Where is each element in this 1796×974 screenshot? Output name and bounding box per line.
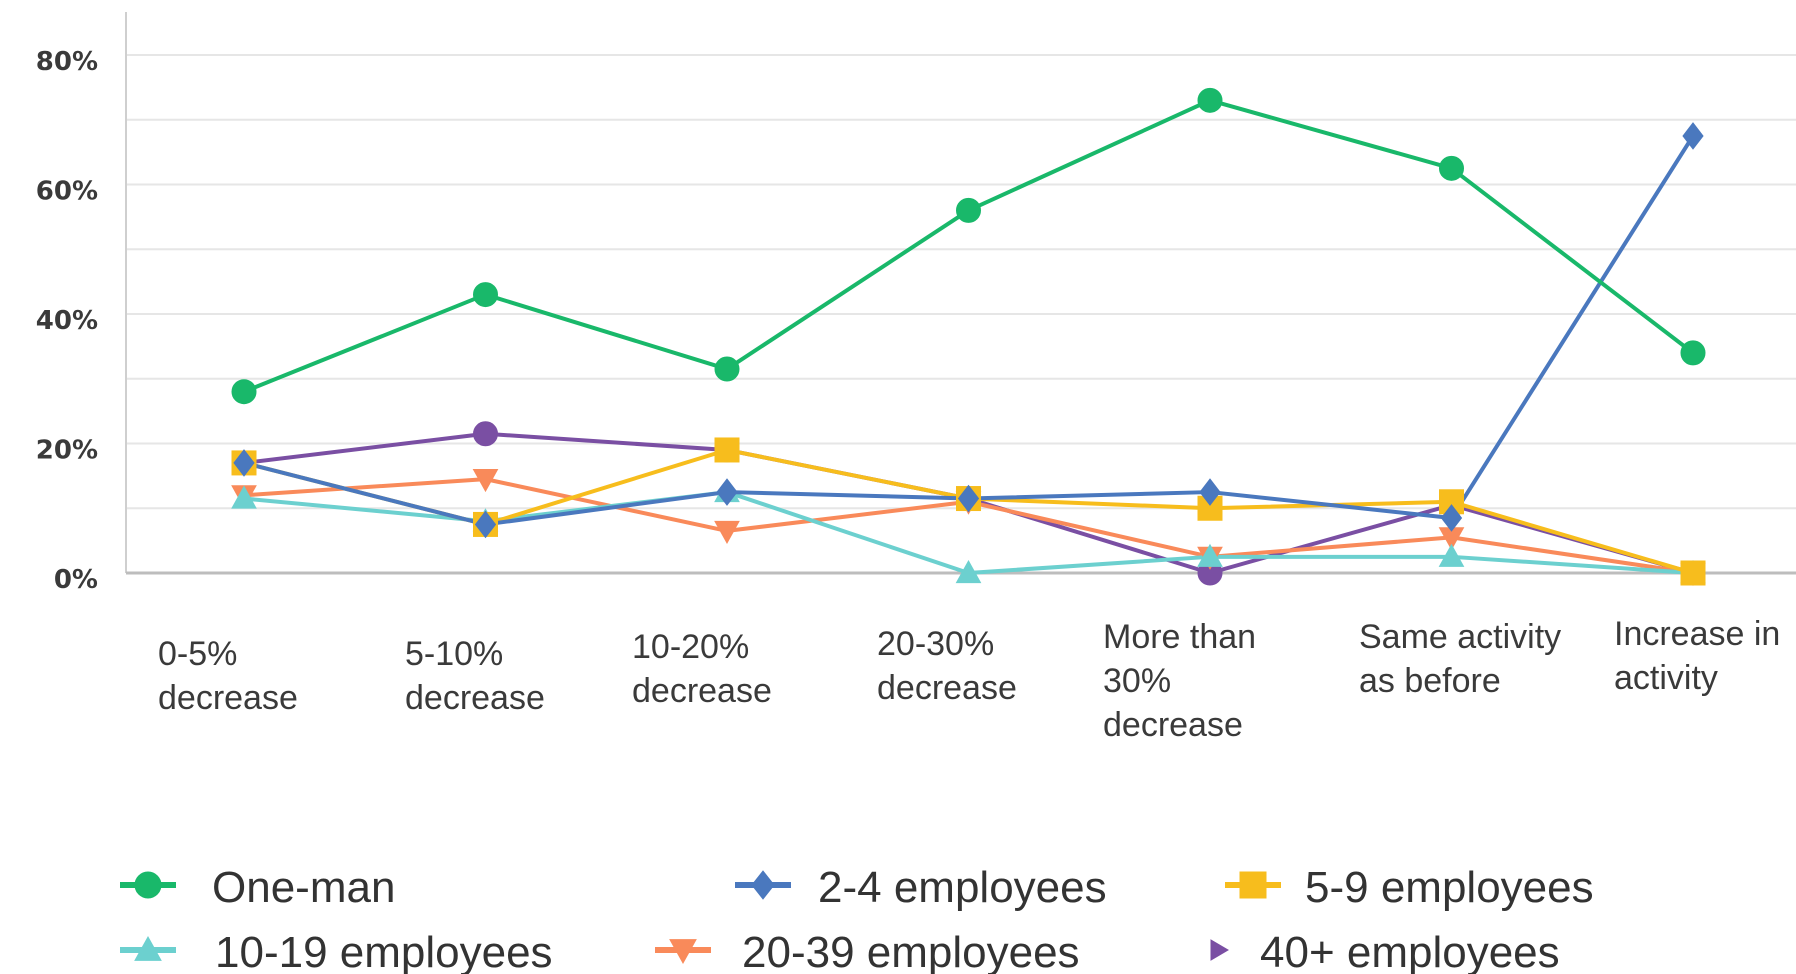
legend-swatch-marker [134,871,162,899]
x-tick-label: Increase in activity [1614,615,1780,697]
legend-label: 10-19 employees [215,928,553,974]
y-tick-label: 60% [36,177,98,207]
data-point [474,510,497,539]
data-point [957,484,980,513]
legend-label: 2-4 employees [818,863,1107,912]
data-point [231,485,257,509]
data-point [716,478,738,506]
data-point [1438,543,1465,567]
data-point [472,469,499,493]
legend-item: 10-19 employees [120,928,553,974]
legend-item: One-man [120,863,395,912]
y-axis-tick-labels: 0% 20% 40% 60% 80% [36,47,98,595]
data-point [231,379,257,405]
legend-swatch-marker [134,935,162,961]
data-point [714,356,740,382]
data-point [714,520,740,544]
data-point [1440,504,1463,532]
data-point [1682,122,1704,150]
y-tick-label: 40% [36,306,98,336]
legend-label: 40+ employees [1260,928,1560,974]
x-tick-label: 20-30% decrease [877,625,1017,707]
x-tick-label: Same activity as before [1359,618,1561,700]
grid-lines [126,54,1796,510]
data-point [956,197,981,223]
legend-item: 2-4 employees [735,863,1107,912]
x-axis-tick-labels: 0-5% decrease 5-10% decrease 10-20% decrease 2… [158,615,1780,744]
data-point [1197,543,1223,567]
x-tick-label: More than 30% decrease [1103,618,1256,744]
data-point [233,449,255,477]
legend-label: One-man [212,863,395,912]
data-point [955,559,982,584]
x-tick-label: 10-20% decrease [632,628,772,710]
legend-swatch-marker [669,939,697,965]
data-point [473,282,498,308]
legend: One-man 2-4 employees 5-9 employees 10-19 e… [120,863,1594,974]
x-tick-label: 0-5% decrease [158,635,298,717]
data-point [473,421,498,447]
y-tick-label: 80% [36,47,98,77]
data-point [1680,340,1706,366]
data-point [1439,489,1464,515]
legend-label: 5-9 employees [1305,863,1594,912]
data-point [1197,87,1223,113]
x-tick-label: 5-10% decrease [405,635,545,717]
y-tick-label: 0% [54,565,98,595]
series-markers [231,87,1706,587]
legend-swatch-marker [1239,871,1267,899]
legend-item: 40+ employees [1210,928,1560,974]
y-tick-label: 20% [36,436,98,466]
data-point [1680,560,1706,586]
data-point [714,437,740,463]
axes [125,12,1796,575]
series-line [243,134,1695,527]
data-point [1439,155,1464,181]
data-point [1199,478,1221,506]
legend-item: 20-39 employees [655,928,1080,974]
legend-label: 20-39 employees [742,928,1080,974]
legend-swatch-marker [751,870,775,900]
legend-item: 5-9 employees [1225,863,1594,912]
legend-swatch-marker [1210,939,1229,961]
series-line [243,98,1695,394]
